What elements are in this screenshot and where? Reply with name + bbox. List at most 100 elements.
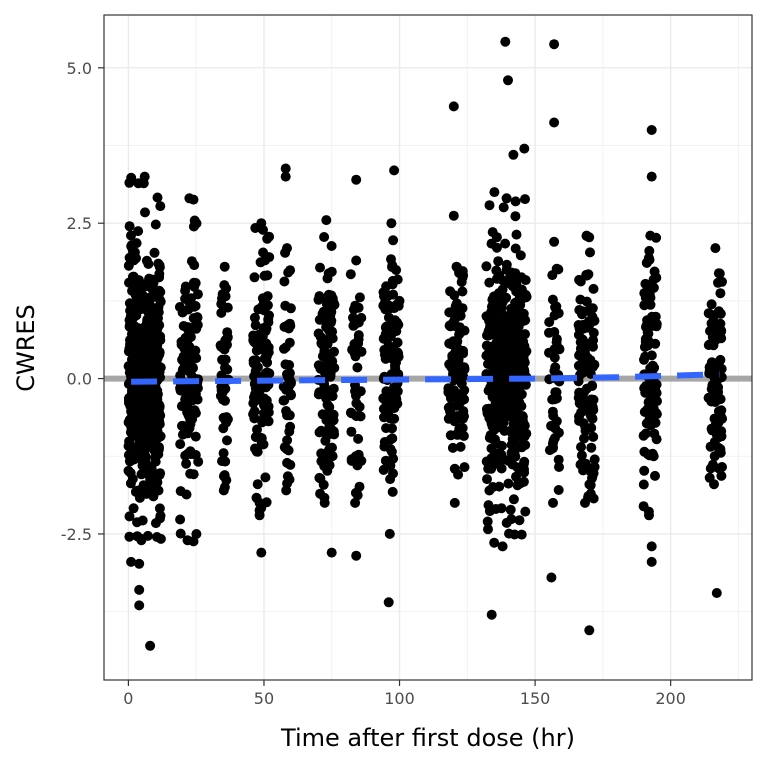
data-point <box>140 451 151 462</box>
data-point <box>249 272 260 283</box>
data-point <box>381 345 392 356</box>
data-point <box>704 339 715 350</box>
data-point <box>484 200 495 211</box>
data-point <box>280 300 291 311</box>
data-point <box>285 389 296 400</box>
data-point <box>574 305 585 315</box>
data-point <box>548 442 558 453</box>
data-point <box>388 289 399 300</box>
data-point <box>640 351 651 362</box>
data-point <box>380 296 391 307</box>
data-point <box>443 402 454 413</box>
data-point <box>322 273 333 284</box>
data-point <box>278 395 289 406</box>
data-point <box>639 288 650 299</box>
data-point <box>262 291 273 302</box>
data-point <box>133 431 144 442</box>
data-point <box>175 528 186 539</box>
data-point <box>280 359 291 370</box>
data-point <box>125 478 136 489</box>
data-point <box>493 256 504 267</box>
data-point <box>263 317 274 328</box>
data-point <box>264 252 275 263</box>
data-point <box>500 325 511 336</box>
data-point <box>260 472 271 483</box>
data-point <box>317 409 328 420</box>
data-point <box>123 441 134 451</box>
data-point <box>481 311 492 322</box>
data-point <box>381 423 392 434</box>
data-point <box>154 268 165 279</box>
data-point <box>351 398 362 409</box>
data-point <box>586 442 597 453</box>
data-point <box>492 406 503 416</box>
data-point <box>126 388 137 399</box>
data-point <box>459 394 470 405</box>
data-point <box>501 193 512 204</box>
data-point <box>356 346 367 357</box>
data-point <box>346 426 357 437</box>
data-point <box>588 327 599 338</box>
data-point <box>190 388 201 399</box>
data-point <box>154 416 165 427</box>
data-point <box>319 492 330 503</box>
data-point <box>496 440 507 451</box>
outlier-point <box>646 541 657 552</box>
data-point <box>136 469 147 480</box>
data-point <box>175 385 186 396</box>
data-point <box>175 439 186 450</box>
data-point <box>348 343 359 354</box>
data-point <box>181 489 192 500</box>
data-point <box>549 344 560 355</box>
data-point <box>188 363 198 373</box>
data-point <box>250 383 261 394</box>
data-point <box>710 359 721 370</box>
data-point <box>127 411 137 422</box>
data-point <box>709 387 720 397</box>
data-point <box>189 260 200 271</box>
data-point <box>717 276 727 287</box>
data-point <box>378 393 389 404</box>
data-point <box>188 277 199 288</box>
data-point <box>494 481 505 492</box>
data-point <box>323 450 334 461</box>
outlier-point <box>711 588 722 598</box>
data-point <box>452 372 463 383</box>
data-point <box>499 425 510 436</box>
data-point <box>249 312 260 323</box>
outlier-point <box>134 558 145 569</box>
data-point <box>643 336 654 347</box>
data-point <box>578 465 589 476</box>
outlier-point <box>389 165 400 176</box>
data-point <box>131 238 142 249</box>
data-point <box>326 241 337 251</box>
data-point <box>284 426 295 437</box>
data-point <box>500 238 511 249</box>
y-axis-title: CWRES <box>12 304 40 392</box>
data-point <box>134 492 145 503</box>
data-point <box>576 442 586 452</box>
data-point <box>459 462 470 473</box>
data-point <box>262 367 273 378</box>
data-point <box>353 433 364 444</box>
data-point <box>379 441 390 452</box>
data-point <box>263 407 274 418</box>
data-point <box>644 254 655 265</box>
data-point <box>503 478 514 489</box>
data-point <box>706 396 717 407</box>
data-point <box>486 318 497 329</box>
data-point <box>315 262 325 273</box>
data-point <box>582 406 593 417</box>
data-point <box>579 387 590 398</box>
data-point <box>715 318 726 329</box>
data-point <box>250 320 261 331</box>
data-point <box>547 406 558 417</box>
data-point <box>387 260 398 271</box>
data-point <box>490 434 500 445</box>
data-point <box>496 463 507 474</box>
data-point <box>514 382 525 393</box>
data-point <box>648 451 659 462</box>
data-point <box>322 354 333 365</box>
data-point <box>189 301 200 312</box>
outlier-point <box>546 572 557 583</box>
